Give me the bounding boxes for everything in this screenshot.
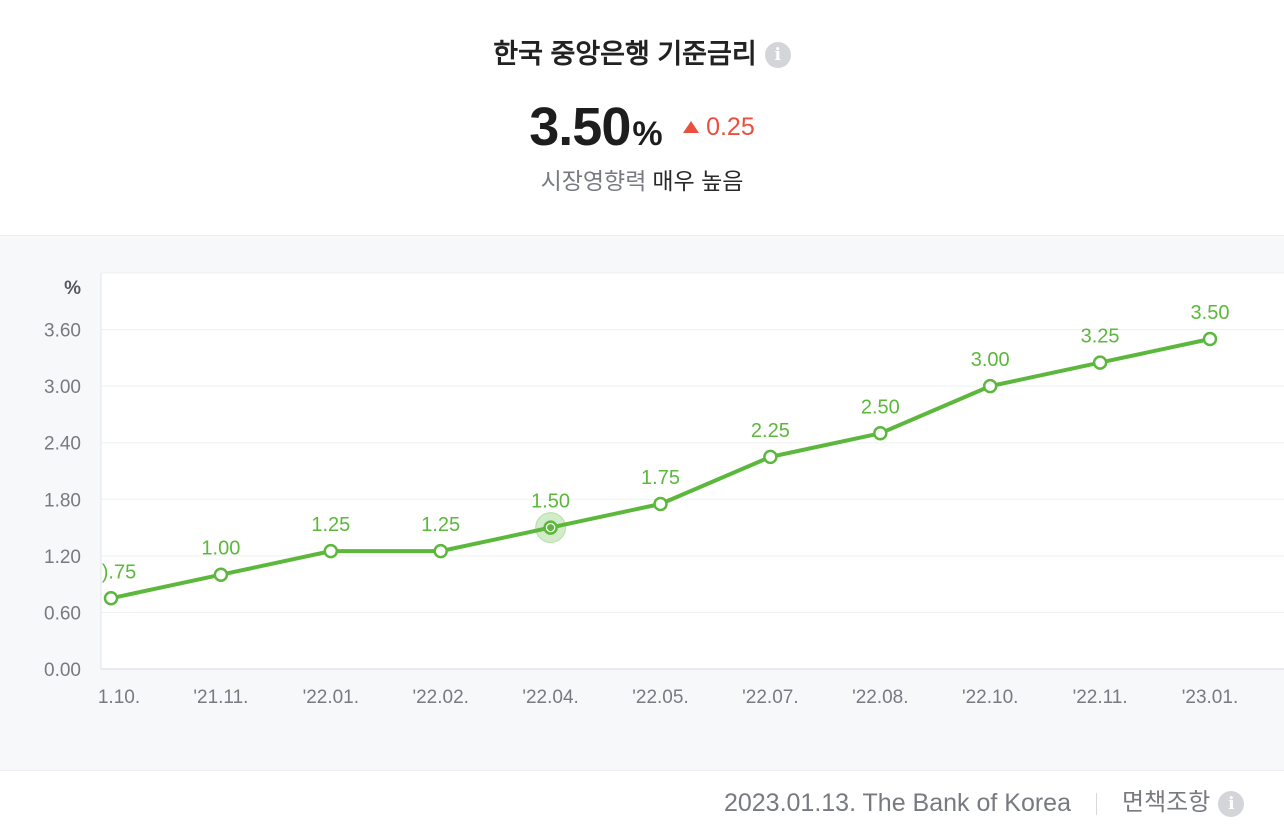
data-point (653, 496, 668, 512)
rate-change: 0.25 (683, 92, 755, 162)
data-label: 1.75 (641, 467, 680, 489)
market-impact-label: 시장영향력 (540, 168, 647, 194)
info-icon[interactable]: i (764, 42, 791, 68)
x-tick-label: '22.01. (303, 687, 359, 708)
footer-divider (1096, 793, 1097, 815)
data-point (1092, 355, 1108, 370)
x-tick-label: '22.11. (1073, 687, 1128, 708)
x-tick-label: '22.07. (742, 687, 798, 708)
chart-title-row: 한국 중앙은행 기준금리 i (0, 32, 1284, 76)
data-label: 1.25 (421, 514, 460, 536)
data-point-center (547, 524, 555, 532)
data-point (213, 567, 229, 582)
triangle-up-icon (683, 121, 700, 133)
data-label: 2.50 (861, 396, 900, 418)
data-point (433, 543, 448, 559)
footer: 2023.01.13. The Bank of Korea 면책조항 i (0, 771, 1284, 840)
data-label: 3.25 (1081, 326, 1120, 348)
data-label: 1.50 (531, 491, 570, 513)
data-point (982, 378, 998, 394)
x-tick-label: '22.08. (852, 687, 908, 708)
rate-chart: % 0.00 0.60 1.20 1.80 2.40 3.00 3.60 1.10. '21.11… (0, 236, 1284, 771)
data-point (763, 449, 778, 465)
current-rate-row: 3.50% 0.25 (0, 92, 1284, 176)
data-point (103, 591, 119, 606)
current-rate-unit: % (632, 115, 663, 153)
data-label: 1.00 (201, 538, 240, 560)
y-tick-label: 3.00 (44, 377, 81, 398)
source-text: 2023.01.13. The Bank of Korea (723, 789, 1071, 817)
y-tick-label: 1.80 (44, 490, 81, 511)
disclaimer-link[interactable]: 면책조항 i (1122, 785, 1245, 821)
data-point (873, 426, 888, 441)
rate-change-value: 0.25 (706, 113, 755, 141)
y-axis-unit-label: % (64, 278, 81, 299)
x-tick-label: '22.10. (962, 687, 1018, 708)
y-tick-label: 3.60 (44, 321, 81, 342)
x-tick-label: '23.01. (1182, 687, 1238, 708)
info-icon[interactable]: i (1218, 791, 1245, 817)
x-tick-label: '22.05. (632, 687, 688, 708)
x-tick-label: '21.11. (193, 687, 248, 708)
plot-left-margin (0, 273, 101, 639)
current-rate-value: 3.50 (529, 97, 631, 157)
y-tick-label: 0.00 (44, 660, 81, 681)
data-label: ).75 (102, 561, 136, 583)
market-impact-value: 매우 높음 (652, 168, 744, 194)
x-tick-label: 1.10. (98, 687, 140, 708)
rate-summary-header: 한국 중앙은행 기준금리 i 3.50% 0.25 시장영향력 매우 높음 (0, 0, 1284, 236)
data-point (323, 543, 339, 559)
y-tick-label: 2.40 (44, 434, 81, 455)
data-point (1202, 331, 1218, 347)
plot-background (101, 273, 1284, 669)
market-impact-row: 시장영향력 매우 높음 (0, 164, 1284, 198)
data-label: 3.50 (1191, 302, 1230, 324)
y-tick-label: 0.60 (44, 603, 81, 624)
chart-title: 한국 중앙은행 기준금리 (493, 39, 757, 69)
disclaimer-label: 면책조항 (1122, 789, 1211, 816)
data-label: 2.25 (751, 420, 790, 442)
x-tick-label: '22.04. (522, 687, 578, 708)
x-tick-label: '22.02. (412, 687, 468, 708)
line-chart: % 0.00 0.60 1.20 1.80 2.40 3.00 3.60 1.10. '21.11… (0, 272, 1284, 708)
data-label: 1.25 (311, 514, 350, 536)
data-label: 3.00 (971, 349, 1010, 371)
y-tick-label: 1.20 (44, 547, 81, 568)
